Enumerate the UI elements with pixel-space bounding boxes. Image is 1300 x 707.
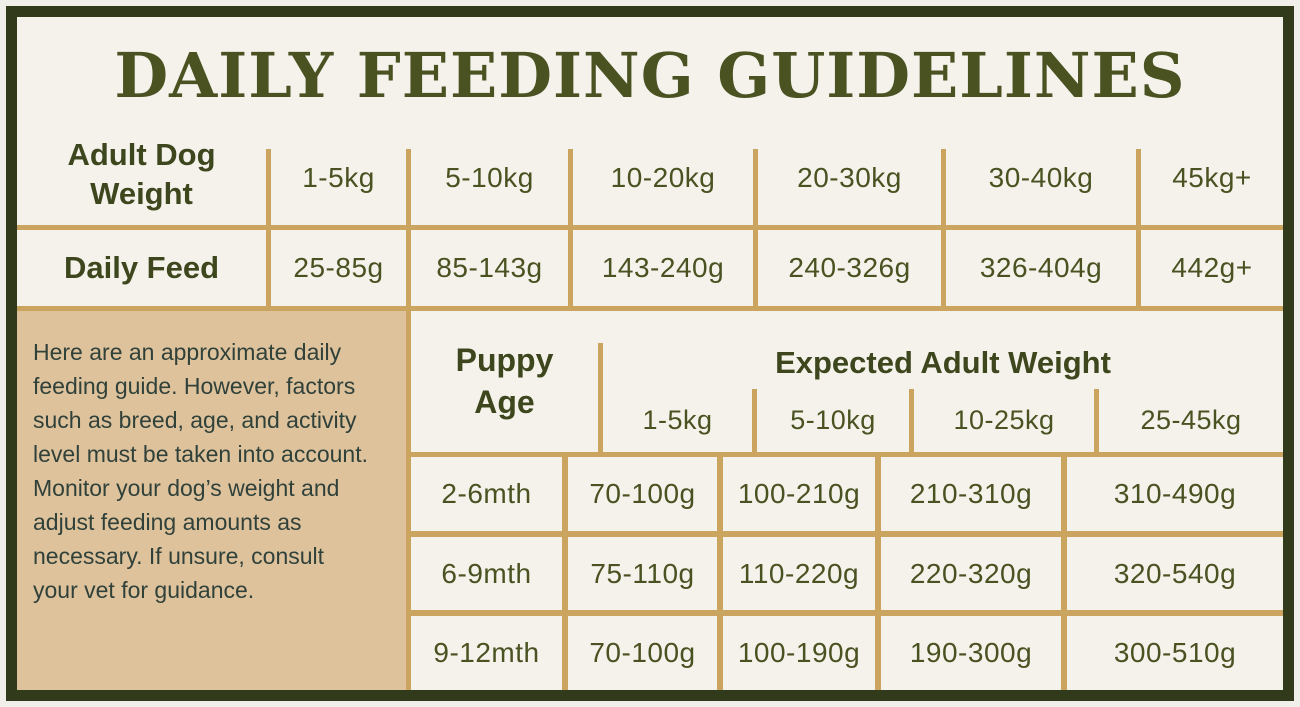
puppy-feed-cell: 70-100g <box>568 457 717 531</box>
daily-feed-cell: 85-143g <box>406 230 568 306</box>
puppy-feed-cell: 310-490g <box>1067 457 1283 531</box>
puppy-weight-header-cell: 25-45kg <box>1094 389 1283 452</box>
puppy-feeding-table: Puppy Age Expected Adult Weight 1-5kg 5-… <box>406 311 1283 690</box>
daily-feed-row-label: Daily Feed <box>63 250 220 285</box>
puppy-table-row: 9-12mth 70-100g 100-190g 190-300g 300-51… <box>411 616 1283 690</box>
puppy-feed-cell: 110-220g <box>723 536 875 611</box>
puppy-table-body: 2-6mth 70-100g 100-210g 210-310g 310-490… <box>411 457 1283 690</box>
lower-section: Here are an approximate daily feeding gu… <box>17 311 1283 690</box>
puppy-feed-cell: 75-110g <box>568 536 717 611</box>
puppy-age-cell: 6-9mth <box>411 536 562 611</box>
puppy-weight-header-cell: 5-10kg <box>752 389 909 452</box>
daily-feed-cell: 442g+ <box>1136 230 1283 306</box>
puppy-age-cell: 2-6mth <box>411 457 562 531</box>
puppy-table-header: Puppy Age Expected Adult Weight 1-5kg 5-… <box>411 311 1283 457</box>
puppy-feed-cell: 210-310g <box>881 457 1061 531</box>
daily-feed-cell: 240-326g <box>753 230 941 306</box>
puppy-table-row: 6-9mth 75-110g 110-220g 220-320g 320-540… <box>411 536 1283 611</box>
adult-weight-header-cell: 30-40kg <box>941 149 1136 225</box>
expected-adult-weight-header: Expected Adult Weight <box>775 345 1111 380</box>
adult-weight-header-cell: 45kg+ <box>1136 149 1283 225</box>
puppy-feed-cell: 320-540g <box>1067 536 1283 611</box>
expected-adult-weight-group: Expected Adult Weight 1-5kg 5-10kg 10-25… <box>598 343 1283 452</box>
daily-feed-cell: 25-85g <box>266 230 406 306</box>
puppy-age-cell: 9-12mth <box>411 616 562 690</box>
puppy-feed-cell: 220-320g <box>881 536 1061 611</box>
puppy-weight-header-row: 1-5kg 5-10kg 10-25kg 25-45kg <box>603 389 1283 452</box>
daily-feed-cell: 326-404g <box>941 230 1136 306</box>
puppy-feed-cell: 70-100g <box>568 616 717 690</box>
daily-feed-cell: 143-240g <box>568 230 753 306</box>
puppy-age-label: Puppy Age <box>455 341 554 420</box>
page-title: DAILY FEEDING GUIDELINES <box>114 39 1186 112</box>
puppy-feed-cell: 300-510g <box>1067 616 1283 690</box>
feeding-note: Here are an approximate daily feeding gu… <box>17 311 406 690</box>
adult-weight-header-row: Adult Dog Weight 1-5kg 5-10kg 10-20kg 20… <box>17 125 1283 230</box>
feeding-guidelines-poster: DAILY FEEDING GUIDELINES Adult Dog Weigh… <box>6 6 1294 701</box>
adult-weight-header-cell: 10-20kg <box>568 149 753 225</box>
puppy-feed-cell: 100-210g <box>723 457 875 531</box>
puppy-feed-cell: 100-190g <box>723 616 875 690</box>
daily-feed-row: Daily Feed 25-85g 85-143g 143-240g 240-3… <box>17 230 1283 311</box>
adult-weight-header-cell: 20-30kg <box>753 149 941 225</box>
adult-weight-header-cell: 5-10kg <box>406 149 568 225</box>
adult-weight-row-label: Adult Dog Weight <box>67 137 216 211</box>
puppy-weight-header-cell: 1-5kg <box>642 405 713 435</box>
puppy-feed-cell: 190-300g <box>881 616 1061 690</box>
puppy-table-row: 2-6mth 70-100g 100-210g 210-310g 310-490… <box>411 457 1283 531</box>
puppy-weight-header-cell: 10-25kg <box>909 389 1094 452</box>
adult-weight-header-cell: 1-5kg <box>266 149 406 225</box>
